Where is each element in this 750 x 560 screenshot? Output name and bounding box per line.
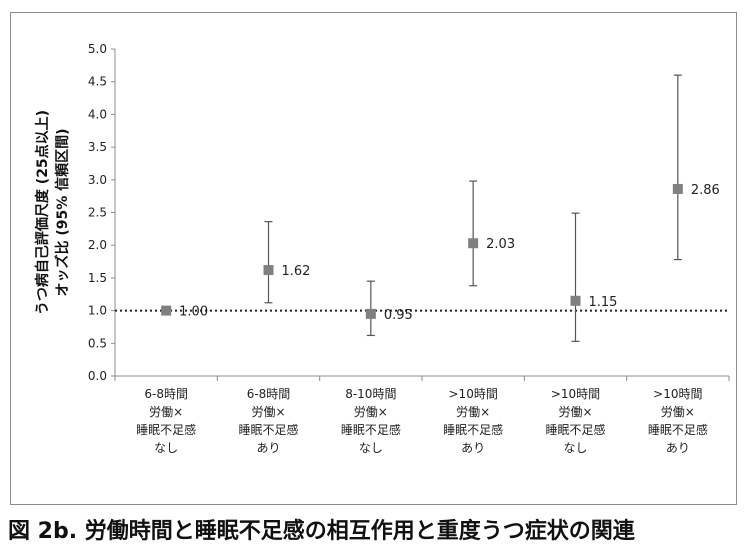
y-axis-title-line2: オッズ比 (95% 信頼区間) bbox=[54, 128, 71, 296]
x-category-label: 6-8時間 bbox=[144, 387, 188, 401]
y-tick-label: 4.5 bbox=[88, 75, 107, 89]
data-point-marker bbox=[263, 265, 274, 276]
odds-ratio-chart: 0.0 0.5 1.0 1.5 2.0 2.5 3.0 3.5 4.0 4.5 5.0 うつ病自己評価… bbox=[34, 42, 730, 455]
data-point-marker bbox=[672, 183, 683, 194]
x-category-label: 睡眠不足感 bbox=[443, 422, 503, 437]
x-category-label: 8-10時間 bbox=[345, 387, 396, 401]
x-category-label: >10時間 bbox=[449, 387, 498, 401]
x-category-label: 労働× bbox=[661, 405, 695, 419]
y-tick-label: 5.0 bbox=[88, 42, 107, 56]
x-category-label: あり bbox=[461, 441, 485, 455]
data-label: 1.00 bbox=[179, 305, 208, 320]
y-axis-title-line1: うつ病自己評価尺度 (25点以上) bbox=[34, 110, 51, 315]
y-tick-label: 3.0 bbox=[88, 173, 107, 187]
data-point-marker bbox=[468, 238, 479, 249]
x-category-label: 労働× bbox=[149, 405, 183, 419]
x-category-label: 6-8時間 bbox=[247, 387, 291, 401]
figure-caption: 図 2b. 労働時間と睡眠不足感の相互作用と重度うつ症状の関連 bbox=[8, 519, 635, 544]
data-label: 1.15 bbox=[589, 295, 618, 310]
x-category-label: 睡眠不足感 bbox=[648, 422, 708, 437]
x-category-label: >10時間 bbox=[551, 387, 600, 401]
x-category-label: 労働× bbox=[251, 405, 285, 419]
x-category-label: なし bbox=[154, 441, 178, 455]
data-point-marker bbox=[570, 295, 581, 306]
y-tick-label: 1.5 bbox=[88, 271, 107, 285]
x-category-label: 睡眠不足感 bbox=[545, 422, 605, 437]
x-category-label: あり bbox=[256, 441, 280, 455]
data-label: 0.95 bbox=[384, 308, 413, 323]
x-category-label: なし bbox=[359, 441, 383, 455]
y-tick-label: 0.5 bbox=[88, 336, 107, 350]
x-category-label: なし bbox=[563, 441, 587, 455]
x-category-label: 睡眠不足感 bbox=[136, 422, 196, 437]
data-label: 2.86 bbox=[691, 183, 720, 198]
data-point-marker bbox=[365, 308, 376, 319]
data-point-marker bbox=[161, 305, 172, 316]
x-category-label: 労働× bbox=[354, 405, 388, 419]
x-category-label: >10時間 bbox=[653, 387, 702, 401]
x-category-label: 睡眠不足感 bbox=[238, 422, 298, 437]
x-category-label: あり bbox=[666, 441, 690, 455]
x-category-label: 睡眠不足感 bbox=[341, 422, 401, 437]
x-category-label: 労働× bbox=[558, 405, 592, 419]
y-tick-label: 2.5 bbox=[88, 206, 107, 220]
y-tick-label: 4.0 bbox=[88, 107, 107, 121]
y-tick-label: 0.0 bbox=[88, 369, 107, 383]
data-label: 2.03 bbox=[486, 237, 515, 252]
y-tick-label: 2.0 bbox=[88, 238, 107, 252]
data-label: 1.62 bbox=[282, 264, 311, 279]
y-tick-label: 1.0 bbox=[88, 304, 107, 318]
y-tick-label: 3.5 bbox=[88, 140, 107, 154]
x-category-label: 労働× bbox=[456, 405, 490, 419]
chart-frame: 0.0 0.5 1.0 1.5 2.0 2.5 3.0 3.5 4.0 4.5 5.0 うつ病自己評価… bbox=[10, 12, 737, 505]
